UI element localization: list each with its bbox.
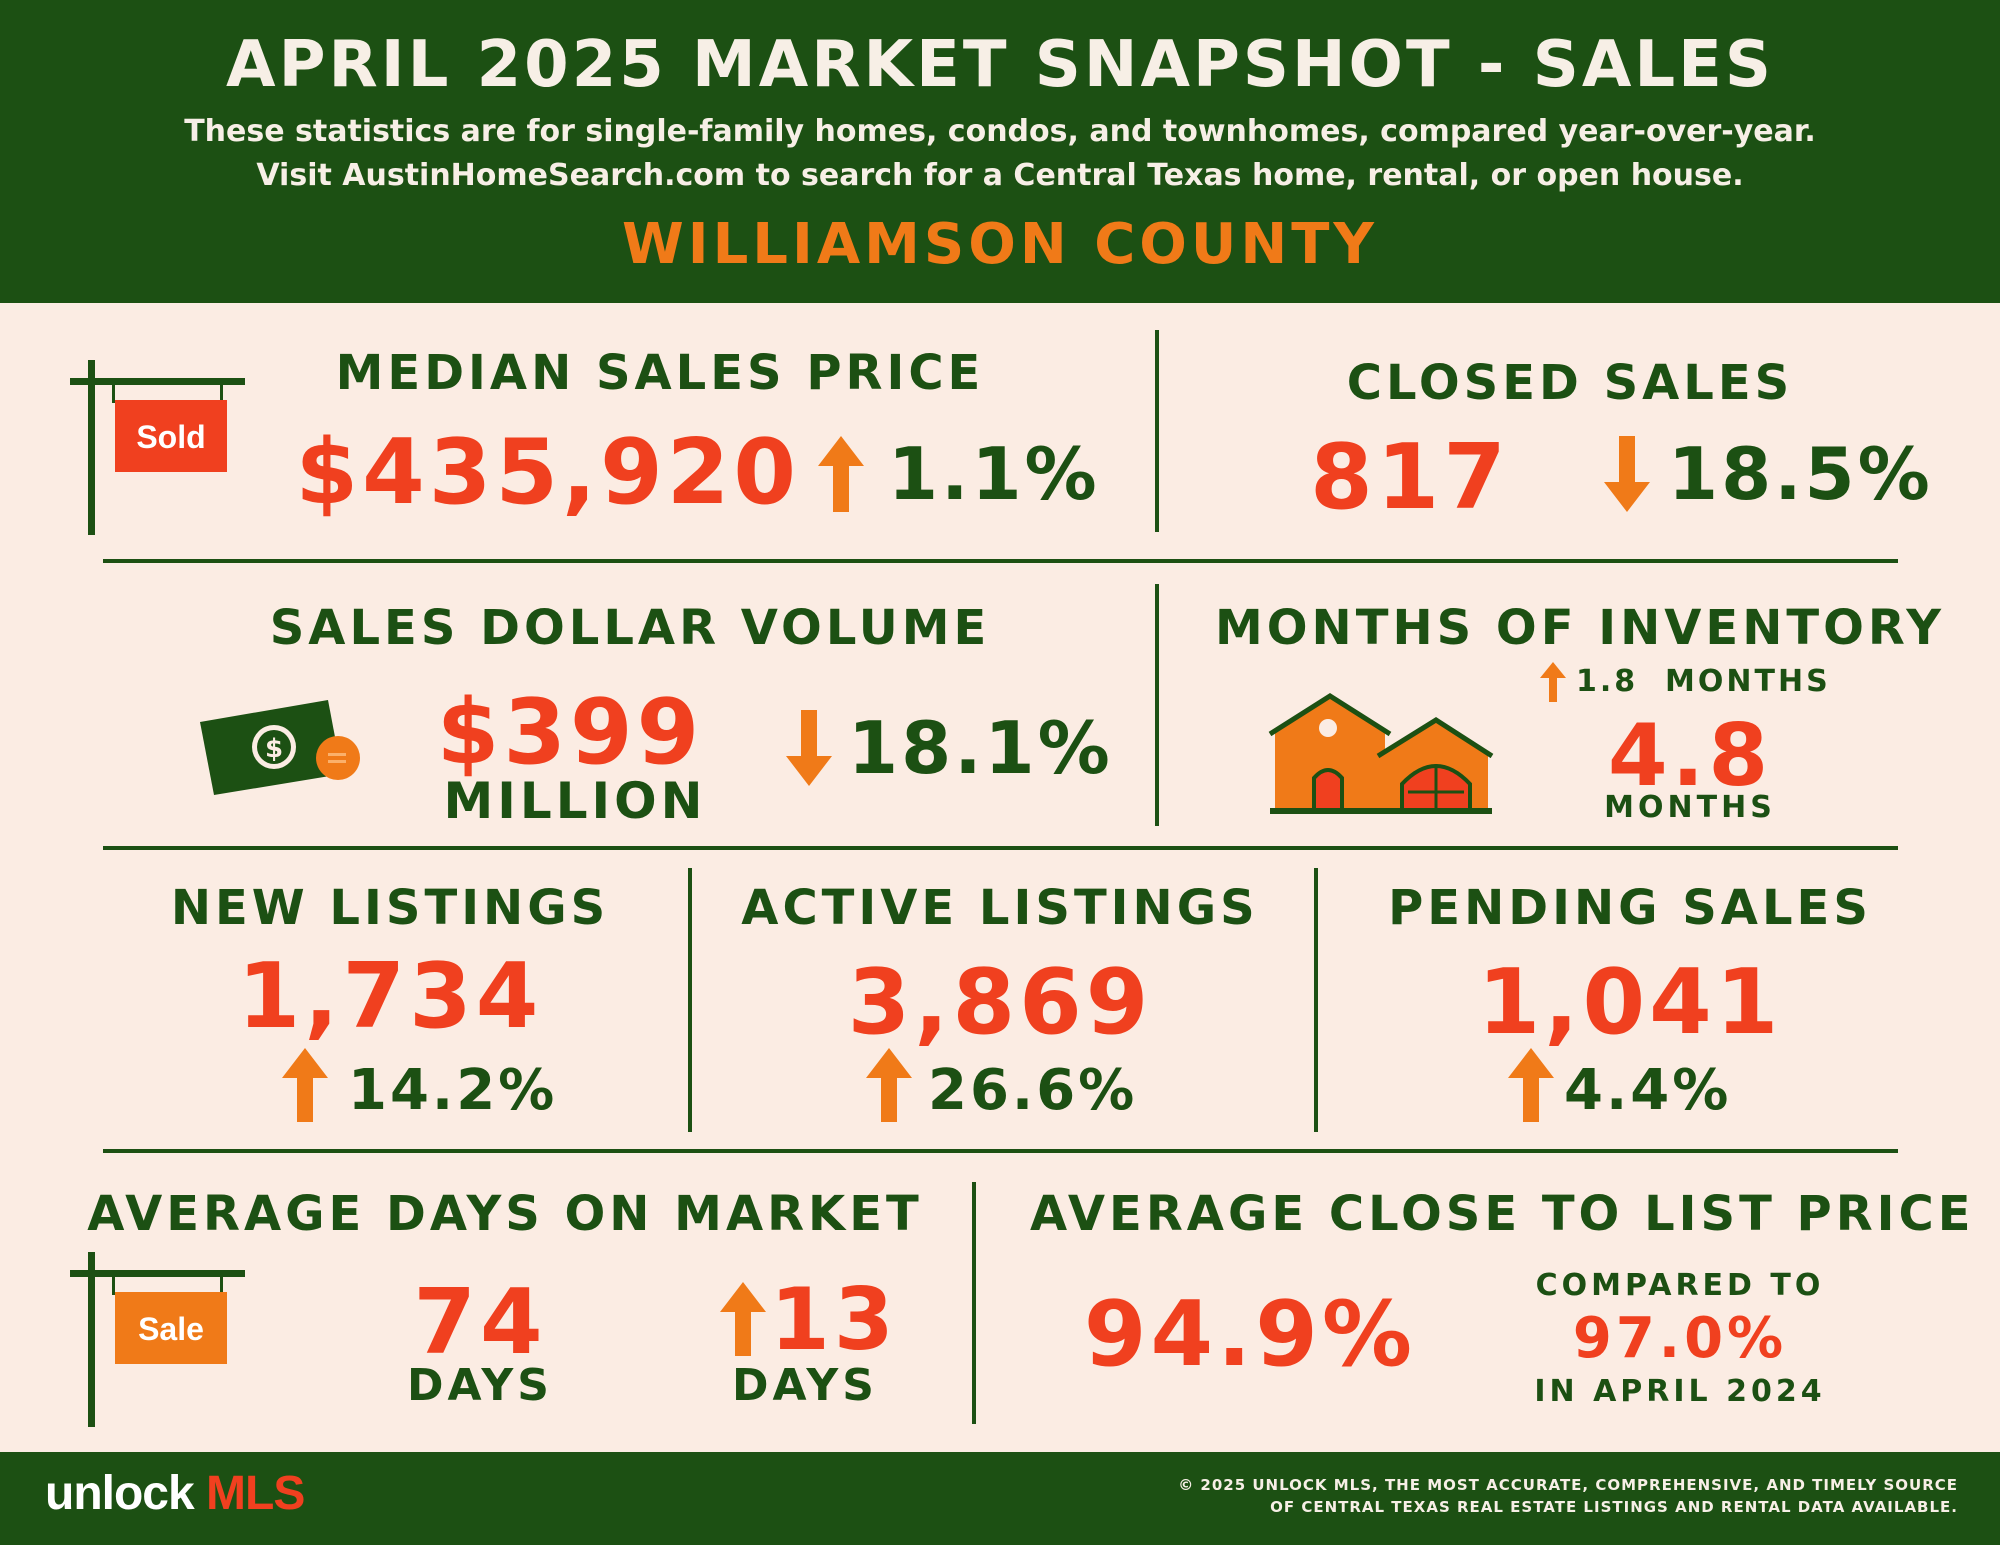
active-listings-value: 3,869 xyxy=(847,950,1153,1055)
average-days-on-market-change-unit: DAYS xyxy=(732,1360,878,1411)
active-listings-label: ACTIVE LISTINGS xyxy=(741,880,1259,936)
median-sales-price-value: $435,920 xyxy=(295,420,800,525)
sale-sign-icon: Sale xyxy=(70,1252,245,1427)
divider-vertical-row3-a xyxy=(688,868,692,1132)
logo-word: unlock xyxy=(45,1467,195,1520)
arrow-up-icon xyxy=(282,1048,328,1122)
divider-vertical-row3-b xyxy=(1314,868,1318,1132)
average-days-on-market-change: 13 xyxy=(770,1270,898,1370)
divider-horizontal-2 xyxy=(103,846,1898,850)
pending-sales-label: PENDING SALES xyxy=(1388,880,1872,936)
divider-horizontal-1 xyxy=(103,559,1898,563)
copyright-text: © 2025 UNLOCK MLS, THE MOST ACCURATE, CO… xyxy=(1058,1474,1958,1518)
average-close-to-list-label: AVERAGE CLOSE TO LIST PRICE xyxy=(1030,1186,1975,1242)
median-sales-price-change: 1.1% xyxy=(888,432,1100,516)
unlock-mls-logo: unlock MLS xyxy=(45,1466,305,1521)
closed-sales-value: 817 xyxy=(1310,425,1510,530)
divider-vertical-row4 xyxy=(972,1182,976,1424)
sales-dollar-volume-change: 18.1% xyxy=(848,706,1113,790)
page-title: APRIL 2025 MARKET SNAPSHOT - SALES xyxy=(226,28,1774,102)
compared-to-label: COMPARED TO xyxy=(1535,1268,1825,1303)
subtitle-line-2: Visit AustinHomeSearch.com to search for… xyxy=(256,158,1744,193)
new-listings-label: NEW LISTINGS xyxy=(170,880,610,936)
months-of-inventory-change: 1.8 MONTHS xyxy=(1576,664,1831,699)
arrow-up-icon xyxy=(1540,662,1566,702)
compared-value: 97.0% xyxy=(1572,1306,1788,1371)
arrow-up-icon xyxy=(818,436,864,512)
header-banner: APRIL 2025 MARKET SNAPSHOT - SALES These… xyxy=(0,0,2000,303)
months-of-inventory-value: 4.8 xyxy=(1607,706,1773,806)
compared-period: IN APRIL 2024 xyxy=(1534,1374,1826,1409)
sales-dollar-volume-label: SALES DOLLAR VOLUME xyxy=(269,600,991,656)
pending-sales-change: 4.4% xyxy=(1564,1058,1732,1123)
active-listings-change: 26.6% xyxy=(928,1058,1138,1123)
arrow-down-icon xyxy=(786,710,832,786)
pending-sales-value: 1,041 xyxy=(1477,950,1783,1055)
svg-text:$: $ xyxy=(265,734,283,764)
sales-dollar-volume-value: $399 xyxy=(436,680,704,785)
sales-dollar-volume-unit: MILLION xyxy=(443,772,707,830)
average-close-to-list-value: 94.9% xyxy=(1083,1282,1417,1387)
sold-sign-text: Sold xyxy=(136,419,205,455)
copyright-line-1: © 2025 UNLOCK MLS, THE MOST ACCURATE, CO… xyxy=(1178,1476,1958,1494)
months-of-inventory-label: MONTHS OF INVENTORY xyxy=(1214,600,1946,656)
average-days-on-market-unit: DAYS xyxy=(407,1360,553,1411)
copyright-line-2: OF CENTRAL TEXAS REAL ESTATE LISTINGS AN… xyxy=(1270,1498,1958,1516)
median-sales-price-label: MEDIAN SALES PRICE xyxy=(335,345,985,401)
logo-brand: MLS xyxy=(206,1467,305,1520)
sold-sign-icon: Sold xyxy=(70,360,245,535)
arrow-up-icon xyxy=(1508,1048,1554,1122)
closed-sales-label: CLOSED SALES xyxy=(1346,355,1794,411)
new-listings-value: 1,734 xyxy=(237,944,543,1049)
divider-vertical-row2 xyxy=(1155,584,1159,826)
arrow-up-icon xyxy=(866,1048,912,1122)
months-of-inventory-unit: MONTHS xyxy=(1604,790,1776,825)
arrow-down-icon xyxy=(1604,436,1650,512)
closed-sales-change: 18.5% xyxy=(1668,432,1933,516)
subtitle-line-1: These statistics are for single-family h… xyxy=(184,114,1816,149)
arrow-up-icon xyxy=(720,1282,766,1356)
county-name: WILLIAMSON COUNTY xyxy=(622,212,1378,277)
sale-sign-text: Sale xyxy=(138,1311,204,1347)
divider-vertical-row1 xyxy=(1155,330,1159,532)
average-days-on-market-value: 74 xyxy=(413,1270,547,1375)
footer-bar: unlock MLS © 2025 UNLOCK MLS, THE MOST A… xyxy=(0,1452,2000,1545)
divider-horizontal-3 xyxy=(103,1149,1898,1153)
new-listings-change: 14.2% xyxy=(348,1058,558,1123)
money-bill-icon: $ xyxy=(200,700,360,795)
house-icon xyxy=(1268,693,1494,814)
average-days-on-market-label: AVERAGE DAYS ON MARKET xyxy=(87,1186,923,1242)
